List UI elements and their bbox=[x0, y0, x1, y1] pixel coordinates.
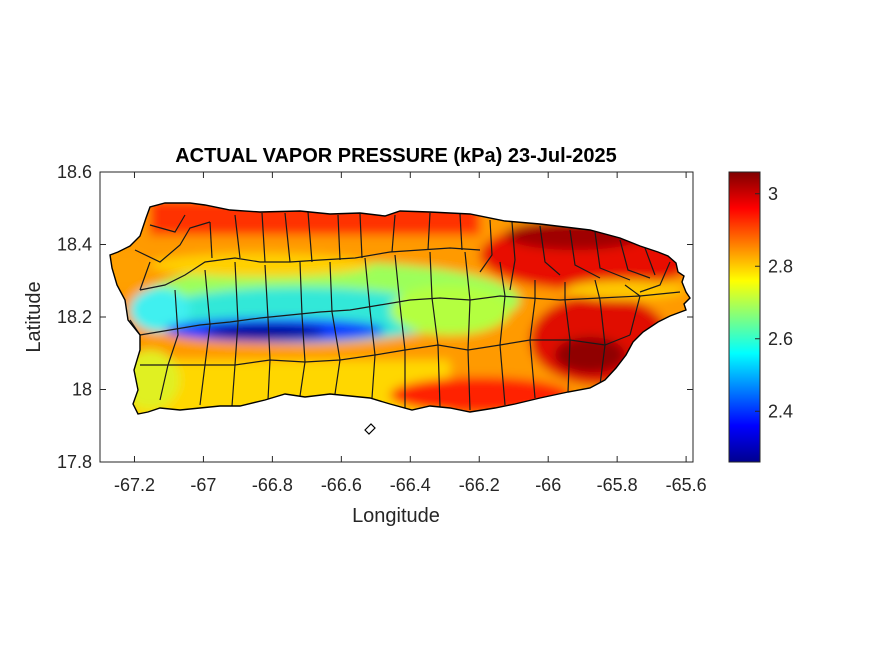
x-axis-ticks: -67.2 -67 -66.8 -66.6 -66.4 -66.2 -66 -65.8 -65.… bbox=[114, 172, 707, 495]
y-tick-label: 17.8 bbox=[57, 452, 92, 472]
y-tick-label: 18.6 bbox=[57, 162, 92, 182]
plot-title: ACTUAL VAPOR PRESSURE (kPa) 23-Jul-2025 bbox=[175, 145, 617, 167]
x-tick-label: -66.8 bbox=[252, 475, 293, 495]
x-tick-label: -67.2 bbox=[114, 475, 155, 495]
colorbar-tick-label: 2.4 bbox=[768, 401, 793, 421]
x-axis-title: Longitude bbox=[352, 505, 440, 527]
colorbar-ticks: 2.4 2.6 2.8 3 bbox=[755, 184, 793, 421]
colorbar bbox=[728, 171, 761, 463]
y-tick-label: 18 bbox=[72, 380, 92, 400]
municipality-boundaries bbox=[129, 211, 681, 411]
x-tick-label: -66.2 bbox=[459, 475, 500, 495]
colorbar-tick-label: 2.6 bbox=[768, 329, 793, 349]
y-tick-label: 18.4 bbox=[57, 235, 92, 255]
x-tick-label: -67 bbox=[190, 475, 216, 495]
islet-outline bbox=[364, 423, 376, 435]
x-tick-label: -66.4 bbox=[390, 475, 431, 495]
x-tick-label: -66 bbox=[535, 475, 561, 495]
vapor-pressure-heatmap bbox=[110, 203, 690, 414]
x-tick-label: -66.6 bbox=[321, 475, 362, 495]
island-outline bbox=[109, 202, 691, 415]
x-tick-label: -65.6 bbox=[666, 475, 707, 495]
y-tick-label: 18.2 bbox=[57, 307, 92, 327]
colorbar-tick-label: 3 bbox=[768, 184, 778, 204]
y-axis-ticks: 17.8 18 18.2 18.4 18.6 bbox=[57, 162, 693, 472]
x-tick-label: -65.8 bbox=[597, 475, 638, 495]
colorbar-tick-label: 2.8 bbox=[768, 256, 793, 276]
y-axis-title: Latitude bbox=[23, 281, 45, 352]
